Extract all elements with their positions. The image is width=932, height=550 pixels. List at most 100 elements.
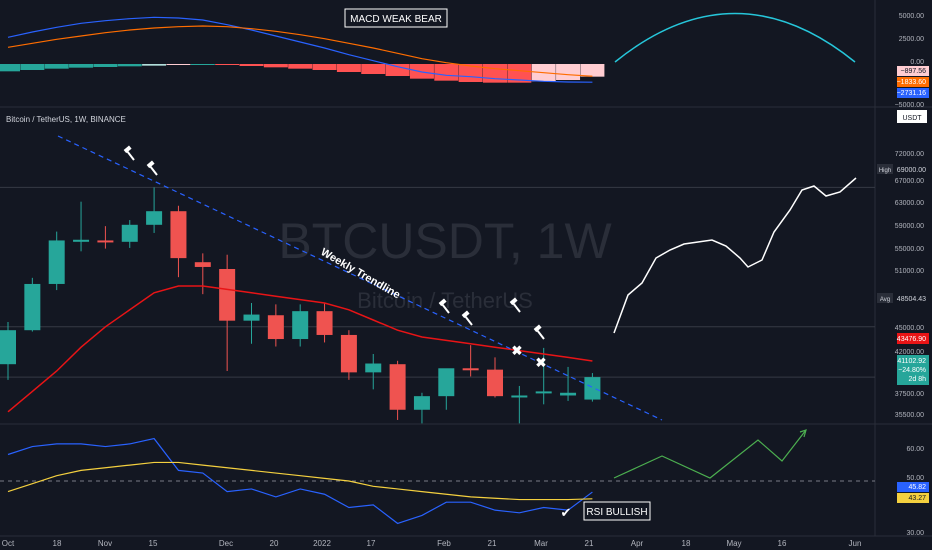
macd-histogram-bar	[0, 64, 20, 72]
price-axis-label: 42000.00	[895, 349, 924, 356]
time-axis-label: Mar	[534, 539, 548, 548]
candle-body	[413, 396, 430, 410]
time-axis-label: Apr	[631, 539, 644, 548]
price-axis-label: 63000.00	[895, 200, 924, 207]
hammer-icon	[441, 303, 450, 314]
macd-value-badge-bg	[897, 88, 929, 98]
high-tag: High	[879, 168, 891, 174]
time-axis-label: Nov	[98, 539, 112, 548]
candle-body	[48, 240, 65, 284]
high-value-bg	[897, 164, 929, 175]
hammer-icon	[438, 298, 447, 307]
candle-body	[365, 363, 382, 373]
macd-line	[7, 16, 593, 83]
time-axis-label: May	[726, 539, 741, 548]
avg-tag: Avg	[880, 297, 890, 303]
rsi-projection-path	[613, 429, 807, 479]
price-axis-label: 72000.00	[895, 151, 924, 158]
x-marker-icon: ✖	[536, 355, 547, 370]
candle-body	[462, 368, 479, 371]
candle-body	[560, 392, 577, 396]
candle-body	[535, 391, 552, 394]
watermark-symbol: BTCUSDT, 1W	[278, 213, 612, 269]
macd-value-badge: −897.56	[901, 68, 927, 75]
candle-body	[170, 211, 187, 259]
currency-label: USDT	[902, 115, 922, 122]
avg-value-bg	[897, 293, 929, 304]
macd-histogram-bar	[483, 64, 507, 83]
rsi-pane	[0, 429, 875, 525]
macd-histogram-bar	[385, 64, 410, 76]
candle-body	[97, 240, 114, 243]
macd-annotation-box[interactable]	[344, 8, 448, 28]
axes: Oct 18 Nov 15 Dec 20 2022 17 Feb 21 Mar 21 Apr 18 May 1…	[2, 13, 929, 548]
time-axis-label: Oct	[2, 539, 15, 548]
rsi-ma-line	[7, 461, 593, 501]
last-price-value: 41102.92	[897, 358, 926, 365]
currency-badge	[897, 110, 927, 123]
candle-body	[73, 239, 90, 242]
macd-axis-label: −5000.00	[895, 102, 924, 109]
candle-body	[584, 377, 601, 400]
candle-body	[438, 368, 455, 397]
macd-histogram-bar	[580, 64, 605, 77]
candle-body	[219, 269, 236, 321]
macd-pane	[0, 12, 856, 83]
price-axis-label: 37500.00	[895, 391, 924, 398]
macd-histogram-bar	[288, 64, 313, 69]
macd-value-badge: −1833.60	[897, 79, 926, 86]
macd-histogram-bar	[69, 64, 94, 68]
time-axis-label: 21	[488, 539, 497, 548]
price-axis-label: 55000.00	[895, 246, 924, 253]
time-axis-label: 2022	[313, 539, 331, 548]
macd-histogram-bar	[312, 64, 337, 70]
macd-histogram-bar	[142, 64, 167, 66]
candle-body	[340, 334, 357, 373]
time-axis-label: Feb	[437, 539, 451, 548]
time-axis-label: 18	[53, 539, 62, 548]
time-axis-label: 18	[682, 539, 691, 548]
price-axis-label: 45000.00	[895, 325, 924, 332]
macd-value-badge: −2731.16	[897, 90, 926, 97]
x-marker-icon: ✖	[512, 343, 523, 358]
candle-body	[146, 211, 163, 225]
candle-body	[389, 364, 406, 410]
macd-axis-label: 0.00	[910, 59, 924, 66]
candle-body	[24, 283, 41, 331]
hammer-icon	[536, 329, 545, 340]
candle-body	[267, 315, 284, 340]
avg-value: 48504.43	[897, 296, 926, 303]
last-price-change: −24.80%	[898, 367, 926, 374]
hammer-icon	[123, 145, 132, 154]
rsi-ma-value-badge-bg	[897, 493, 929, 503]
macd-axis-label: 2500.00	[899, 36, 924, 43]
candle-body	[487, 369, 503, 397]
candle-body	[243, 314, 260, 321]
high-tag-bg	[877, 164, 893, 174]
hammer-icon	[533, 324, 542, 333]
hammer-icon	[512, 302, 521, 313]
macd-axis-label: 5000.00	[899, 13, 924, 20]
macd-histogram-bar	[44, 64, 69, 69]
macd-histogram-bar	[190, 64, 215, 65]
time-axis-label: Jun	[849, 539, 862, 548]
candle-body	[194, 262, 211, 267]
price-axis-label: 59000.00	[895, 223, 924, 230]
rsi-value-badge-bg	[897, 482, 929, 492]
candle-body	[0, 330, 16, 365]
rsi-annotation-box[interactable]	[583, 501, 651, 521]
time-axis-label: 20	[270, 539, 279, 548]
rsi-annotation: RSI BULLISH	[586, 507, 647, 518]
hammer-icon	[461, 310, 470, 319]
signal-line	[7, 25, 593, 77]
last-price-badge	[897, 355, 929, 385]
rsi-axis-label: 30.00	[906, 530, 924, 537]
macd-histogram-bar	[507, 64, 532, 83]
time-axis-label: Dec	[219, 539, 233, 548]
candle-body	[292, 311, 309, 340]
macd-histogram-bar	[215, 64, 240, 65]
macd-value-badge-bg	[897, 66, 929, 76]
symbol-header[interactable]: Bitcoin / TetherUS, 1W, BINANCE	[6, 115, 126, 124]
